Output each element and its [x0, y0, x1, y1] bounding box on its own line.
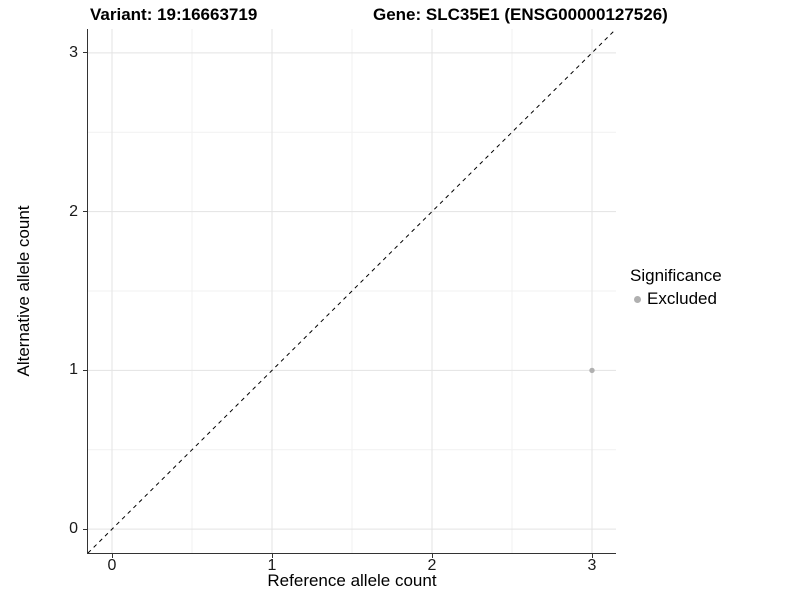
x-tick-mark — [431, 553, 433, 558]
y-tick-label: 3 — [69, 43, 78, 61]
legend-items: Excluded — [628, 289, 722, 309]
x-axis-title: Reference allele count — [267, 571, 437, 590]
x-tick-mark — [111, 553, 113, 558]
x-axis-line — [87, 553, 616, 554]
y-tick-label: 1 — [69, 361, 78, 379]
x-tick-mark — [591, 553, 593, 558]
y-axis-line — [87, 29, 88, 554]
plot-title-gene: Gene: SLC35E1 (ENSG00000127526) — [373, 5, 668, 24]
x-tick-label: 1 — [267, 557, 277, 574]
scatter-plot — [87, 28, 617, 554]
identity-line — [87, 28, 617, 554]
legend-key-dot — [634, 295, 641, 303]
y-tick-mark — [83, 52, 88, 54]
x-tick-mark — [271, 553, 273, 558]
y-tick-label: 2 — [69, 202, 78, 220]
legend-title: Significance — [630, 266, 722, 285]
y-tick-mark — [83, 528, 88, 530]
x-tick-label: 2 — [427, 557, 437, 574]
x-tick-label: 0 — [107, 557, 117, 574]
legend-item: Excluded — [628, 289, 722, 309]
x-tick-label: 3 — [587, 557, 597, 574]
y-tick-mark — [83, 211, 88, 213]
y-tick-mark — [83, 369, 88, 371]
y-tick-label: 0 — [69, 520, 78, 538]
legend: Significance Excluded — [628, 266, 722, 309]
data-point — [589, 367, 595, 374]
plot-title-variant: Variant: 19:16663719 — [90, 5, 258, 24]
legend-item-label: Excluded — [647, 289, 717, 308]
plot-panel — [87, 28, 617, 554]
y-axis-title: Alternative allele count — [14, 205, 33, 377]
